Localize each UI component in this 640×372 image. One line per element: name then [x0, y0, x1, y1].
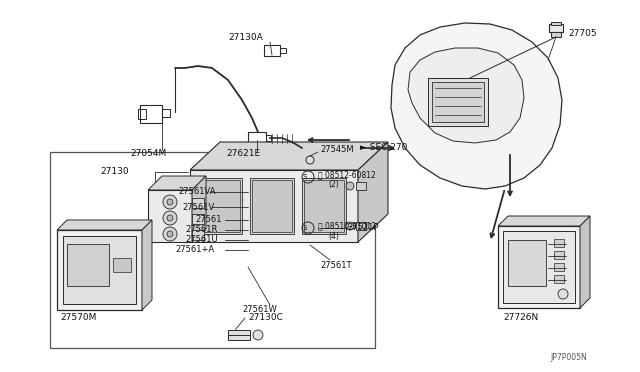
Text: S: S	[303, 174, 307, 180]
Bar	[549, 24, 563, 32]
Text: Ⓢ 08512-60812: Ⓢ 08512-60812	[318, 170, 376, 180]
Circle shape	[194, 222, 202, 230]
Circle shape	[163, 195, 177, 209]
Text: S: S	[303, 225, 307, 231]
Bar	[280, 48, 286, 53]
Text: 27561W: 27561W	[242, 305, 276, 314]
Bar	[228, 330, 250, 340]
Bar	[198, 178, 242, 234]
Text: 27561T: 27561T	[320, 260, 351, 269]
Bar	[428, 78, 488, 126]
Bar	[554, 239, 564, 247]
Bar	[67, 244, 109, 286]
Bar	[508, 240, 546, 286]
Bar	[498, 226, 580, 308]
Circle shape	[167, 231, 173, 237]
Polygon shape	[358, 142, 388, 242]
Bar	[140, 105, 162, 123]
Polygon shape	[580, 216, 590, 308]
Text: 27561+A: 27561+A	[175, 246, 214, 254]
Text: 27054M: 27054M	[130, 148, 166, 157]
Bar	[302, 178, 346, 234]
Bar	[182, 182, 192, 190]
Circle shape	[253, 330, 263, 340]
Bar	[113, 258, 131, 272]
Text: 27561R: 27561R	[185, 225, 218, 234]
Text: 27545M: 27545M	[320, 145, 354, 154]
Text: 27561: 27561	[195, 215, 221, 224]
Bar	[50, 152, 375, 348]
Circle shape	[167, 199, 173, 205]
Text: 27130C: 27130C	[248, 314, 283, 323]
Bar	[57, 230, 142, 310]
Bar	[356, 222, 366, 230]
Bar	[551, 32, 561, 37]
Text: Ⓢ 08510-31012: Ⓢ 08510-31012	[318, 221, 376, 231]
Bar	[248, 132, 266, 144]
Bar	[356, 182, 366, 190]
Bar	[304, 180, 344, 232]
Text: 27726N: 27726N	[503, 314, 538, 323]
Circle shape	[163, 211, 177, 225]
Bar	[266, 135, 271, 141]
Polygon shape	[57, 220, 152, 230]
Polygon shape	[391, 23, 562, 189]
Polygon shape	[142, 220, 152, 310]
Polygon shape	[148, 176, 206, 190]
Circle shape	[167, 215, 173, 221]
Circle shape	[346, 182, 354, 190]
Text: 27130A: 27130A	[228, 33, 263, 42]
Bar	[432, 82, 484, 122]
Bar	[264, 45, 280, 56]
Text: 27561U: 27561U	[185, 235, 218, 244]
Circle shape	[346, 222, 354, 230]
Text: 27705: 27705	[568, 29, 596, 38]
Polygon shape	[192, 176, 206, 242]
Circle shape	[194, 182, 202, 190]
Text: ► SEC.270: ► SEC.270	[360, 144, 408, 153]
Bar	[192, 214, 204, 224]
Bar	[148, 190, 192, 242]
Text: 27621E: 27621E	[226, 150, 260, 158]
Bar	[138, 109, 146, 119]
Bar	[551, 22, 561, 25]
Bar	[190, 170, 358, 242]
Bar	[250, 178, 294, 234]
Polygon shape	[408, 48, 524, 143]
Text: 27570M: 27570M	[60, 314, 97, 323]
Bar	[200, 180, 240, 232]
Text: 27130: 27130	[100, 167, 129, 176]
Bar	[252, 180, 292, 232]
Text: (4): (4)	[328, 231, 339, 241]
Bar	[503, 231, 575, 303]
Polygon shape	[190, 142, 388, 170]
Circle shape	[558, 289, 568, 299]
Text: JP7P005N: JP7P005N	[550, 353, 587, 362]
Circle shape	[306, 156, 314, 164]
Text: 27561VA: 27561VA	[178, 187, 216, 196]
Text: 27521P: 27521P	[347, 224, 378, 232]
Text: 27561V: 27561V	[182, 202, 214, 212]
Bar	[192, 198, 204, 208]
Bar	[63, 236, 136, 304]
Bar	[554, 275, 564, 283]
Polygon shape	[498, 216, 590, 226]
Text: (2): (2)	[328, 180, 339, 189]
Bar	[192, 230, 204, 240]
Circle shape	[163, 227, 177, 241]
Bar	[554, 263, 564, 271]
Bar	[554, 251, 564, 259]
Bar	[182, 222, 192, 230]
